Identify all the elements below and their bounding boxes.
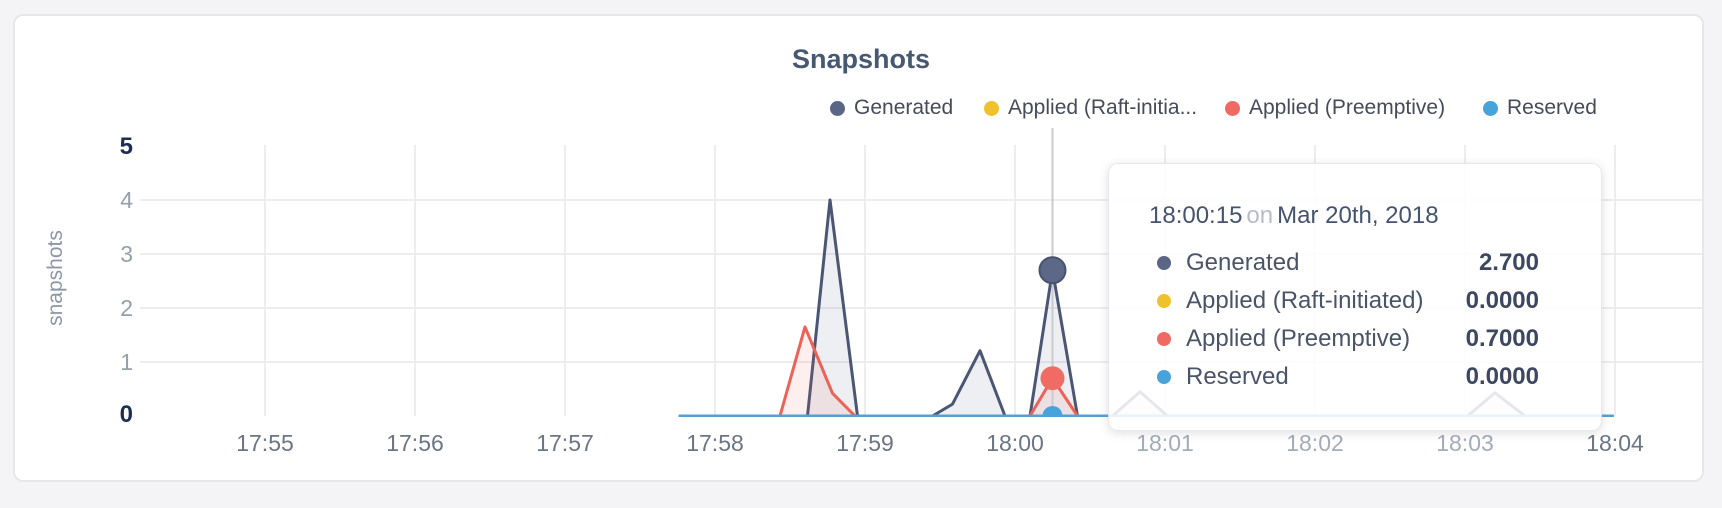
y-axis-tick: 0	[119, 401, 133, 428]
legend-label: Reserved	[1507, 96, 1597, 119]
reserved-series-dot-icon	[1157, 370, 1171, 384]
legend-label: Generated	[854, 96, 954, 119]
preemptive-series-dot-icon	[1225, 100, 1240, 116]
tooltip-series-label: Applied (Raft-initiated)	[1186, 287, 1424, 314]
tooltip-time: 18:00:15	[1149, 202, 1243, 229]
legend-item-reserved[interactable]: Reserved	[1483, 96, 1597, 120]
tooltip-row-applied-preemptive: Applied (Preemptive) 0.7000	[1157, 324, 1539, 354]
tooltip-series-value: 0.7000	[1465, 325, 1539, 352]
x-axis-tick: 17:59	[836, 430, 894, 456]
legend-item-applied-preemptive[interactable]: Applied (Preemptive)	[1225, 96, 1445, 120]
tooltip-timestamp: 18:00:15 on Mar 20th, 2018	[1149, 202, 1439, 230]
raft-initiated-series-dot-icon	[1157, 294, 1171, 308]
y-axis-tick: 4	[120, 187, 133, 213]
chart-title: Snapshots	[791, 44, 931, 74]
generated-series-dot-icon	[830, 100, 845, 116]
legend-item-applied-raft-initiated[interactable]: Applied (Raft-initia...	[984, 96, 1197, 120]
tooltip-rows: Generated 2.700 Applied (Raft-initiated)…	[1157, 248, 1539, 392]
y-axis-tick: 1	[120, 349, 133, 375]
tooltip-series-label: Applied (Preemptive)	[1186, 325, 1411, 352]
tooltip-series-label: Reserved	[1186, 363, 1289, 390]
legend-label: Applied (Preemptive)	[1249, 96, 1446, 119]
tooltip-date: Mar 20th, 2018	[1277, 202, 1439, 229]
x-axis-tick: 18:04	[1586, 430, 1644, 456]
x-axis-tick: 17:56	[386, 430, 444, 456]
tooltip-series-label: Generated	[1186, 249, 1300, 276]
preemptive-series-dot-icon	[1157, 332, 1171, 346]
tooltip-row-generated: Generated 2.700	[1157, 248, 1539, 278]
tooltip-series-value: 0.0000	[1465, 287, 1539, 314]
tooltip-series-value: 0.0000	[1465, 363, 1539, 390]
hover-tooltip: 18:00:15 on Mar 20th, 2018 Generated 2.700…	[1108, 163, 1602, 431]
legend-item-generated[interactable]: Generated	[830, 96, 953, 120]
tooltip-row-reserved: Reserved 0.0000	[1157, 362, 1539, 392]
x-axis-tick: 18:03	[1436, 430, 1494, 456]
x-axis-tick: 17:58	[686, 430, 744, 456]
x-axis-tick: 18:01	[1136, 430, 1194, 456]
y-axis-tick: 2	[120, 295, 133, 321]
x-axis-tick: 18:00	[986, 430, 1044, 456]
x-axis-tick: 17:57	[536, 430, 594, 456]
x-axis-tick: 17:55	[236, 430, 294, 456]
y-axis-tick: 5	[119, 133, 133, 160]
tooltip-conjunction: on	[1246, 202, 1274, 229]
tooltip-row-applied-raft-initiated: Applied (Raft-initiated) 0.0000	[1157, 286, 1539, 316]
tooltip-series-value: 2.700	[1478, 249, 1539, 276]
reserved-series-dot-icon	[1483, 100, 1498, 116]
raft-initiated-series-dot-icon	[984, 100, 999, 116]
generated-series-dot-icon	[1157, 256, 1171, 270]
legend-label: Applied (Raft-initia...	[1008, 96, 1198, 119]
x-axis-tick: 18:02	[1286, 430, 1344, 456]
y-axis-tick: 3	[120, 241, 133, 267]
